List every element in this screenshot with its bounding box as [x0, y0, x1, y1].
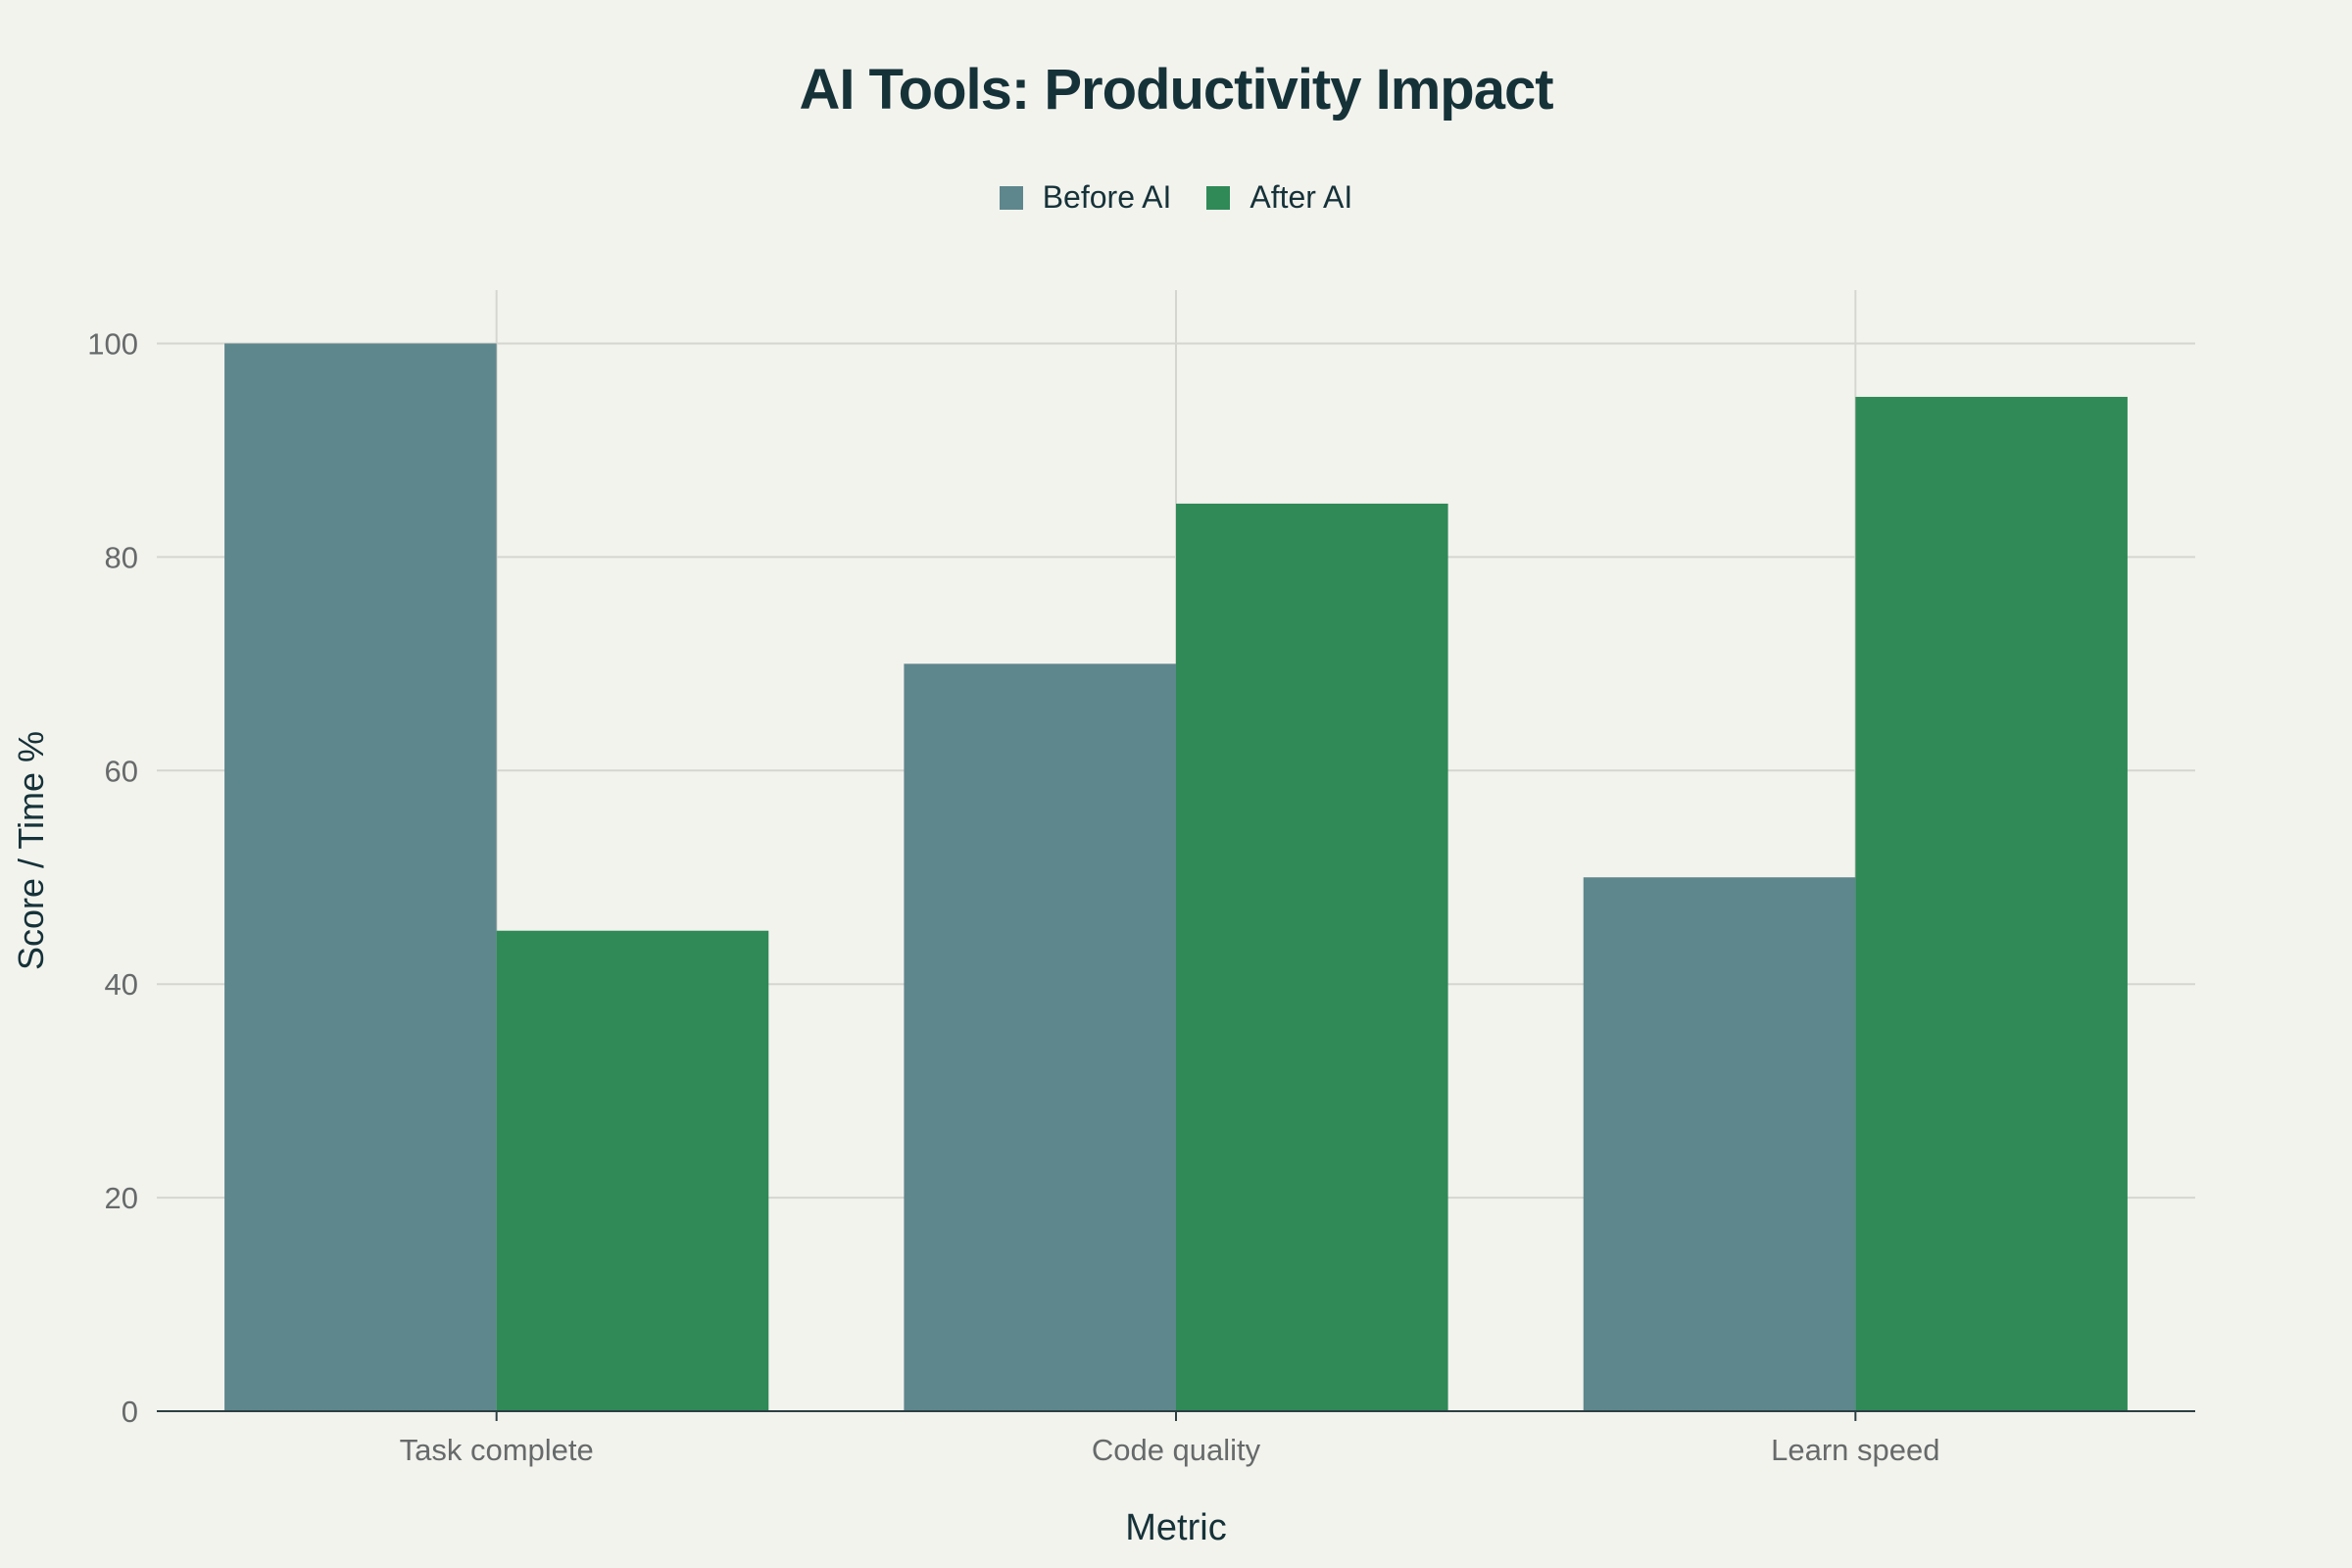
- bar-after-ai-code-quality: [1176, 503, 1448, 1411]
- bar-after-ai-learn-speed: [1855, 396, 2128, 1411]
- legend: Before AI After AI: [0, 179, 2352, 216]
- x-tick-label-0: Task complete: [400, 1433, 594, 1467]
- x-tick-label-1: Code quality: [1092, 1433, 1261, 1467]
- x-axis-label: Metric: [1125, 1507, 1227, 1548]
- bar-before-ai-code-quality: [904, 663, 1176, 1411]
- y-axis-label: Score / Time %: [11, 730, 51, 971]
- chart-title: AI Tools: Productivity Impact: [799, 58, 1553, 122]
- y-tick-label-60: 60: [105, 754, 138, 788]
- bar-before-ai-task-complete: [224, 343, 497, 1411]
- legend-item-before-ai[interactable]: Before AI: [999, 179, 1172, 216]
- bar-before-ai-learn-speed: [1583, 877, 1856, 1411]
- y-tick-label-20: 20: [105, 1181, 138, 1215]
- bar-after-ai-task-complete: [496, 930, 769, 1411]
- legend-swatch-after-ai: [1206, 185, 1231, 210]
- y-tick-label-100: 100: [87, 326, 138, 361]
- legend-label-after-ai: After AI: [1250, 179, 1353, 215]
- y-tick-label-0: 0: [122, 1395, 138, 1429]
- x-tick-label-2: Learn speed: [1771, 1433, 1939, 1467]
- legend-label-before-ai: Before AI: [1042, 179, 1172, 215]
- legend-item-after-ai[interactable]: After AI: [1206, 179, 1352, 216]
- legend-swatch-before-ai: [999, 185, 1023, 210]
- y-tick-label-40: 40: [105, 967, 138, 1002]
- y-tick-label-80: 80: [105, 540, 138, 574]
